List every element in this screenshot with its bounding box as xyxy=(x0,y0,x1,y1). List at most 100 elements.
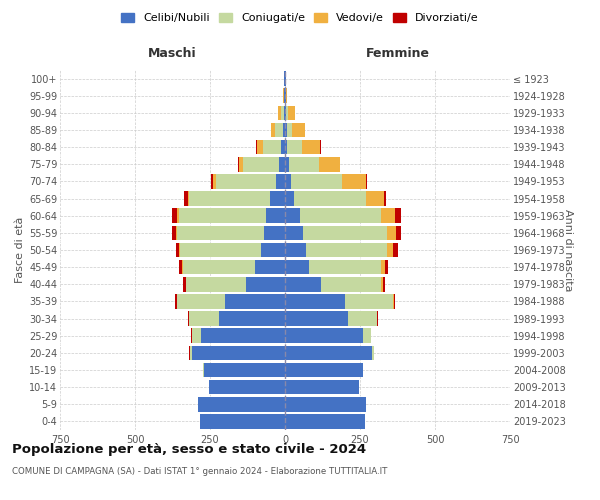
Bar xyxy=(281,140,285,154)
Legend: Celibi/Nubili, Coniugati/e, Vedovi/e, Divorziati/e: Celibi/Nubili, Coniugati/e, Vedovi/e, Di… xyxy=(119,10,481,26)
Y-axis label: Anni di nascita: Anni di nascita xyxy=(563,209,572,291)
Bar xyxy=(285,260,309,274)
Bar xyxy=(239,157,243,172)
Bar xyxy=(179,242,180,258)
Bar xyxy=(219,312,285,326)
Bar xyxy=(177,294,225,308)
Bar xyxy=(285,414,365,428)
Bar xyxy=(182,277,186,291)
Bar xyxy=(393,294,394,308)
Bar xyxy=(321,277,381,291)
Bar xyxy=(381,260,385,274)
Bar xyxy=(179,208,265,223)
Bar xyxy=(201,328,285,343)
Bar xyxy=(246,277,285,291)
Bar xyxy=(243,157,279,172)
Bar xyxy=(209,380,285,394)
Bar xyxy=(302,140,320,154)
Bar xyxy=(345,294,393,308)
Bar xyxy=(172,208,178,223)
Bar xyxy=(180,242,261,258)
Bar xyxy=(265,208,285,223)
Bar xyxy=(303,226,387,240)
Bar xyxy=(176,242,179,258)
Bar xyxy=(189,346,190,360)
Bar xyxy=(396,226,401,240)
Bar xyxy=(283,122,285,138)
Text: Popolazione per età, sesso e stato civile - 2024: Popolazione per età, sesso e stato civil… xyxy=(12,442,366,456)
Bar xyxy=(271,122,275,138)
Bar xyxy=(285,88,286,103)
Bar xyxy=(275,122,283,138)
Bar xyxy=(238,157,239,172)
Bar xyxy=(211,174,213,188)
Bar xyxy=(187,192,189,206)
Bar xyxy=(186,277,246,291)
Bar xyxy=(261,242,285,258)
Bar xyxy=(366,174,367,188)
Bar xyxy=(284,72,285,86)
Bar xyxy=(285,242,306,258)
Bar xyxy=(177,226,264,240)
Bar xyxy=(387,226,396,240)
Bar xyxy=(385,260,388,274)
Text: Maschi: Maschi xyxy=(148,46,197,60)
Bar xyxy=(284,106,285,120)
Bar xyxy=(342,174,366,188)
Bar xyxy=(285,380,359,394)
Bar xyxy=(285,72,286,86)
Bar xyxy=(284,88,285,103)
Bar xyxy=(348,312,377,326)
Bar xyxy=(288,106,295,120)
Bar xyxy=(285,174,291,188)
Bar xyxy=(285,277,321,291)
Bar xyxy=(189,312,219,326)
Bar xyxy=(377,312,378,326)
Bar xyxy=(291,174,342,188)
Bar xyxy=(285,157,289,172)
Bar xyxy=(183,260,255,274)
Bar xyxy=(281,106,284,120)
Bar xyxy=(287,140,302,154)
Bar xyxy=(292,122,305,138)
Bar xyxy=(178,208,179,223)
Bar xyxy=(184,192,187,206)
Bar xyxy=(395,208,401,223)
Bar xyxy=(278,106,281,120)
Bar xyxy=(198,397,285,411)
Bar xyxy=(372,346,374,360)
Bar xyxy=(300,208,381,223)
Bar xyxy=(363,328,371,343)
Bar xyxy=(285,192,294,206)
Bar xyxy=(189,192,270,206)
Bar xyxy=(285,362,363,378)
Text: Femmine: Femmine xyxy=(365,46,430,60)
Bar xyxy=(172,226,176,240)
Bar xyxy=(393,242,398,258)
Bar xyxy=(309,260,381,274)
Bar xyxy=(192,346,285,360)
Bar xyxy=(216,174,276,188)
Bar xyxy=(263,140,281,154)
Bar xyxy=(319,157,340,172)
Bar xyxy=(257,140,263,154)
Bar xyxy=(255,260,285,274)
Bar xyxy=(270,192,285,206)
Bar xyxy=(294,192,366,206)
Bar xyxy=(285,122,287,138)
Bar xyxy=(276,174,285,188)
Y-axis label: Fasce di età: Fasce di età xyxy=(14,217,25,283)
Bar xyxy=(285,346,372,360)
Bar xyxy=(381,208,395,223)
Bar xyxy=(176,226,177,240)
Bar xyxy=(285,208,300,223)
Bar xyxy=(285,226,303,240)
Bar xyxy=(283,88,284,103)
Bar xyxy=(204,362,285,378)
Bar xyxy=(381,277,383,291)
Bar xyxy=(287,122,292,138)
Bar xyxy=(179,260,182,274)
Bar xyxy=(203,362,204,378)
Bar xyxy=(264,226,285,240)
Bar xyxy=(366,192,384,206)
